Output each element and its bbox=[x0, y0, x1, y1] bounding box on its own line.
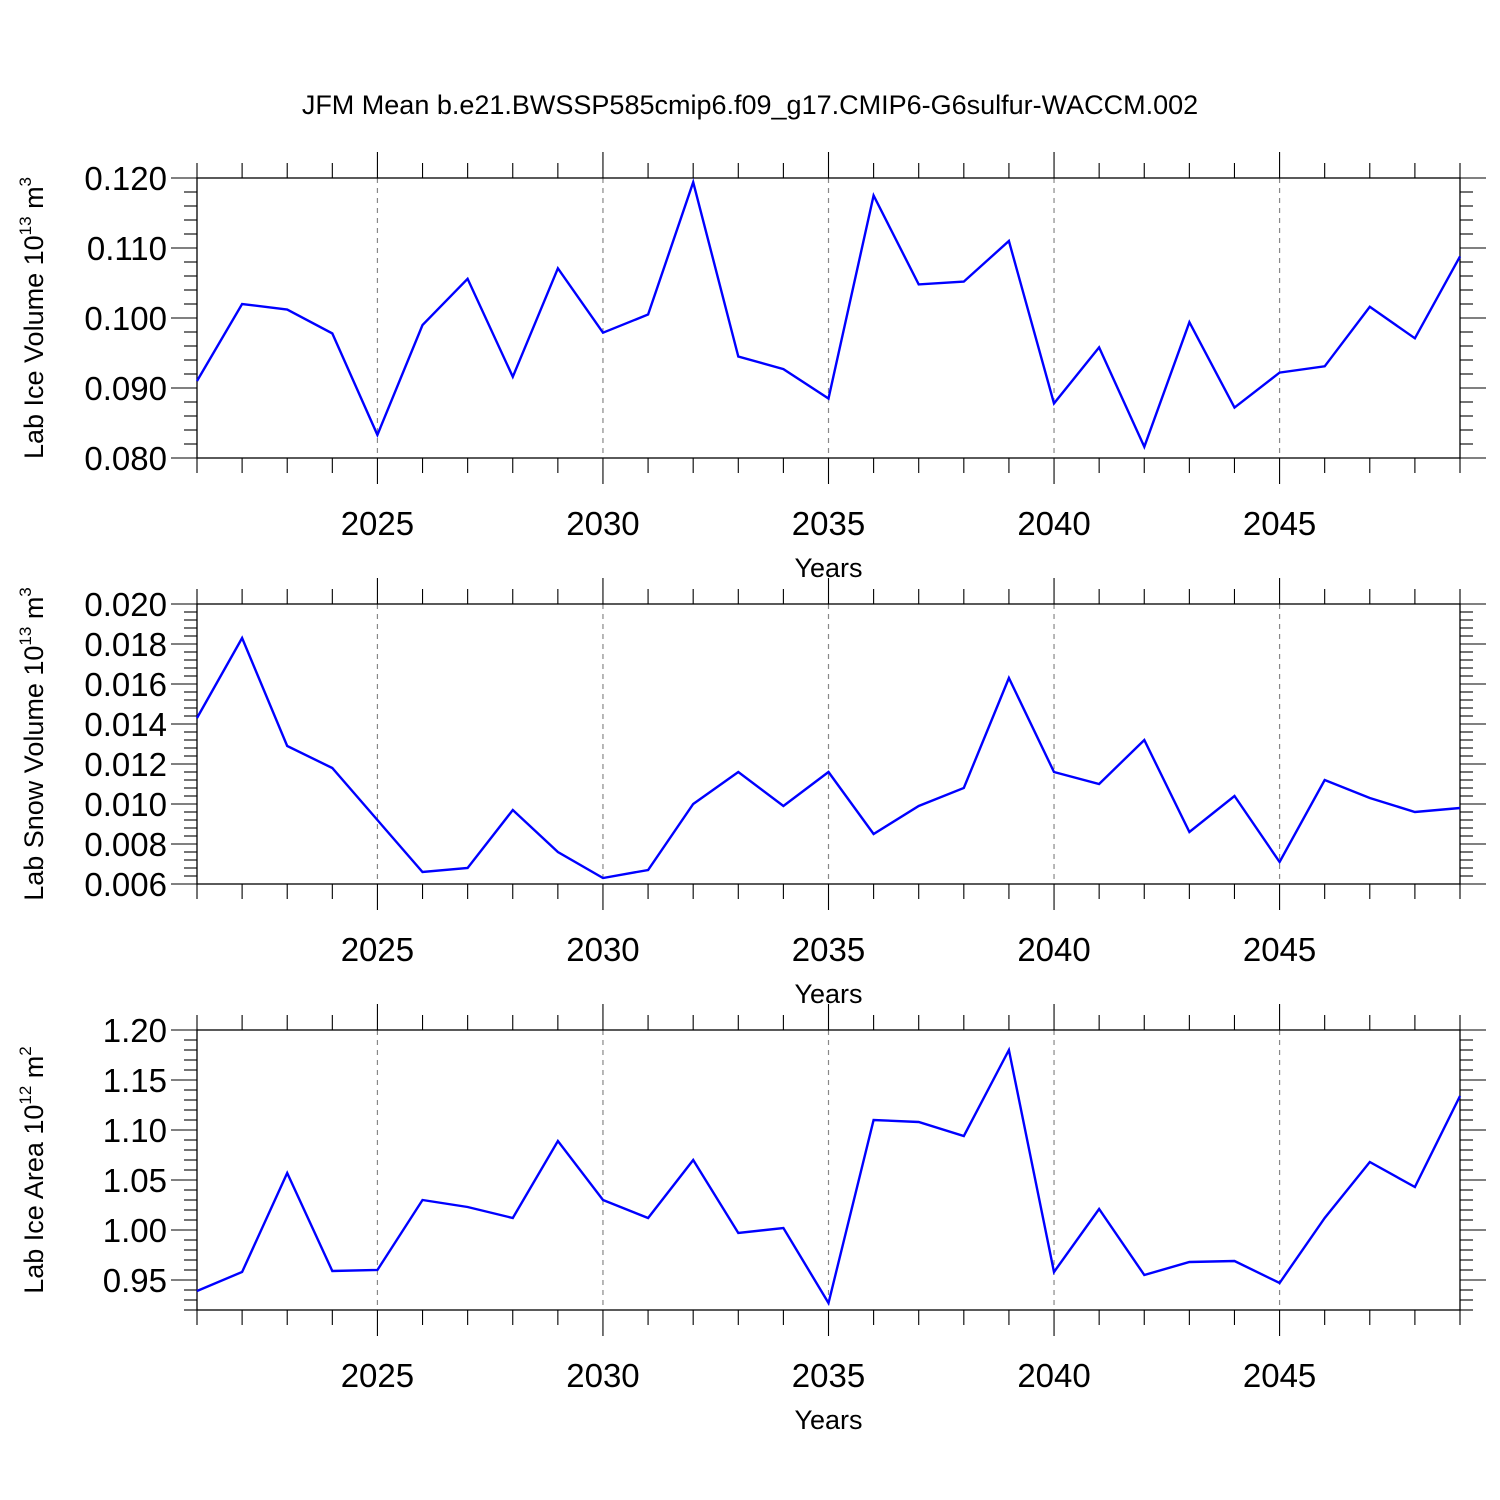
x-tick-label: 2030 bbox=[566, 931, 639, 968]
y-axis-label: Lab Snow Volume 1013 m3 bbox=[16, 587, 49, 901]
panel-ice-area: 2025 2030 2035 2040 2045 Years 0.95 1.00 1.05 1.1… bbox=[16, 1004, 1486, 1435]
y-tick-label: 0.006 bbox=[84, 866, 167, 903]
y-tick-label: 0.110 bbox=[87, 230, 167, 267]
x-tick-label: 2030 bbox=[566, 1357, 639, 1394]
y-tick-label: 0.120 bbox=[84, 160, 167, 197]
x-tick-label: 2045 bbox=[1243, 931, 1316, 968]
y-tick-label: 1.20 bbox=[103, 1012, 167, 1049]
x-tick-label: 2035 bbox=[792, 1357, 865, 1394]
x-tick-label: 2040 bbox=[1017, 1357, 1090, 1394]
panel-ice-volume: 2025 2030 2035 2040 2045Years0.0800.0900.100… bbox=[16, 152, 1486, 583]
chart-title: JFM Mean b.e21.BWSSP585cmip6.f09_g17.CMI… bbox=[302, 90, 1198, 120]
y-axis-label: Lab Ice Area 1012 m2 bbox=[16, 1046, 49, 1294]
x-tick-label: 2045 bbox=[1243, 1357, 1316, 1394]
y-tick-label: 1.05 bbox=[103, 1162, 167, 1199]
y-tick-label: 1.15 bbox=[103, 1062, 167, 1099]
y-tick-label: 0.018 bbox=[84, 626, 167, 663]
x-tick-label: 2040 bbox=[1017, 931, 1090, 968]
series-line bbox=[196, 1046, 1462, 1307]
x-tick-label: 2035 bbox=[792, 931, 865, 968]
y-tick-label: 0.008 bbox=[84, 826, 167, 863]
panel-snow-volume: 2025 2030 2035 2040 2045Years0.0060.0080.010… bbox=[16, 578, 1486, 1009]
y-tick-label: 0.100 bbox=[84, 300, 167, 337]
y-tick-label: 0.010 bbox=[84, 786, 167, 823]
y-tick-label: 1.00 bbox=[103, 1212, 167, 1249]
x-tick-label: 2025 bbox=[341, 931, 414, 968]
x-tick-label: 2025 bbox=[341, 1357, 414, 1394]
x-tick-label: 2040 bbox=[1017, 505, 1090, 542]
y-tick-label: 1.10 bbox=[103, 1112, 167, 1149]
x-tick-label: 2030 bbox=[566, 505, 639, 542]
y-tick-label: 0.012 bbox=[84, 746, 167, 783]
y-tick-label: 0.080 bbox=[84, 440, 167, 477]
x-axis-label: Years bbox=[794, 1405, 862, 1435]
y-tick-label: 0.014 bbox=[84, 706, 167, 743]
y-axis-label: Lab Ice Volume 1013 m3 bbox=[16, 177, 49, 459]
x-tick-label: 2035 bbox=[792, 505, 865, 542]
y-tick-label: 0.090 bbox=[84, 370, 167, 407]
y-tick-label: 0.016 bbox=[84, 666, 167, 703]
series-line bbox=[195, 635, 1461, 880]
x-tick-label: 2025 bbox=[341, 505, 414, 542]
series-line bbox=[195, 178, 1462, 450]
y-tick-label: 0.95 bbox=[103, 1262, 167, 1299]
y-tick-label: 0.020 bbox=[84, 586, 167, 623]
x-tick-label: 2045 bbox=[1243, 505, 1316, 542]
